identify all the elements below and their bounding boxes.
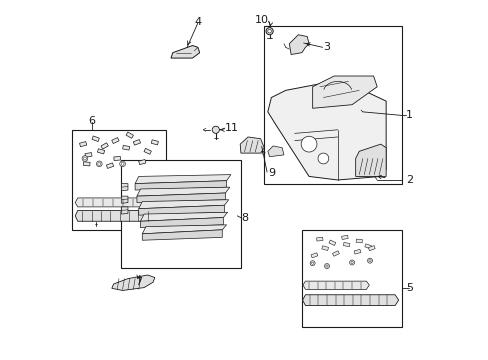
Polygon shape <box>151 140 158 145</box>
Polygon shape <box>80 141 86 147</box>
Polygon shape <box>267 146 284 157</box>
Polygon shape <box>83 162 90 166</box>
Polygon shape <box>101 143 108 149</box>
Polygon shape <box>140 212 227 221</box>
Circle shape <box>311 262 313 264</box>
Circle shape <box>212 126 219 134</box>
Text: 2: 2 <box>405 175 412 185</box>
Polygon shape <box>137 193 225 203</box>
Polygon shape <box>171 45 199 58</box>
Polygon shape <box>135 175 230 184</box>
Text: 10: 10 <box>255 15 269 26</box>
Polygon shape <box>367 246 374 251</box>
Circle shape <box>82 156 88 161</box>
Text: 5: 5 <box>405 283 412 293</box>
Polygon shape <box>310 253 317 258</box>
Polygon shape <box>303 281 368 289</box>
Polygon shape <box>111 138 119 144</box>
Polygon shape <box>139 159 145 165</box>
Circle shape <box>349 260 354 265</box>
Polygon shape <box>312 76 376 108</box>
Polygon shape <box>267 83 386 180</box>
Circle shape <box>309 261 314 266</box>
Circle shape <box>301 136 316 152</box>
Polygon shape <box>355 239 362 243</box>
Text: 7: 7 <box>135 277 142 287</box>
Polygon shape <box>137 187 229 196</box>
Polygon shape <box>140 217 223 228</box>
Polygon shape <box>139 200 228 209</box>
Polygon shape <box>112 275 155 291</box>
Circle shape <box>324 264 329 269</box>
Text: 3: 3 <box>323 42 330 52</box>
Polygon shape <box>143 148 151 154</box>
Polygon shape <box>341 235 347 239</box>
Polygon shape <box>142 230 222 240</box>
Polygon shape <box>106 163 113 168</box>
Circle shape <box>317 153 328 164</box>
Polygon shape <box>328 240 335 246</box>
Polygon shape <box>135 181 226 190</box>
Text: 11: 11 <box>224 123 238 133</box>
Polygon shape <box>121 196 128 203</box>
Polygon shape <box>240 137 264 153</box>
Polygon shape <box>75 211 160 221</box>
Text: 9: 9 <box>267 168 274 178</box>
Text: 6: 6 <box>88 116 95 126</box>
Polygon shape <box>97 149 104 154</box>
Circle shape <box>265 28 273 35</box>
Polygon shape <box>92 136 99 141</box>
Circle shape <box>83 157 86 160</box>
Polygon shape <box>343 242 349 247</box>
Polygon shape <box>139 205 224 215</box>
Polygon shape <box>85 153 92 157</box>
Text: 4: 4 <box>194 17 201 27</box>
Circle shape <box>98 162 101 165</box>
Polygon shape <box>289 35 308 54</box>
Polygon shape <box>364 244 371 249</box>
Polygon shape <box>126 132 133 138</box>
Circle shape <box>267 30 271 33</box>
Circle shape <box>121 162 124 165</box>
Polygon shape <box>133 140 140 145</box>
Circle shape <box>325 265 327 267</box>
Bar <box>72 130 165 230</box>
Polygon shape <box>142 225 226 234</box>
Polygon shape <box>121 184 128 191</box>
Polygon shape <box>355 144 386 176</box>
Polygon shape <box>75 198 144 207</box>
Polygon shape <box>121 207 128 214</box>
Bar <box>121 160 241 268</box>
Polygon shape <box>353 249 360 254</box>
Circle shape <box>96 161 102 167</box>
Text: 1: 1 <box>405 111 412 121</box>
Text: 8: 8 <box>241 213 247 222</box>
Bar <box>264 26 402 184</box>
Polygon shape <box>122 145 129 150</box>
Bar <box>301 230 402 327</box>
Polygon shape <box>302 295 398 306</box>
Circle shape <box>350 261 352 264</box>
Polygon shape <box>114 156 121 161</box>
Polygon shape <box>316 237 323 241</box>
Circle shape <box>367 258 372 263</box>
Polygon shape <box>321 246 328 251</box>
Circle shape <box>368 260 370 262</box>
Circle shape <box>120 161 125 167</box>
Polygon shape <box>332 251 339 256</box>
